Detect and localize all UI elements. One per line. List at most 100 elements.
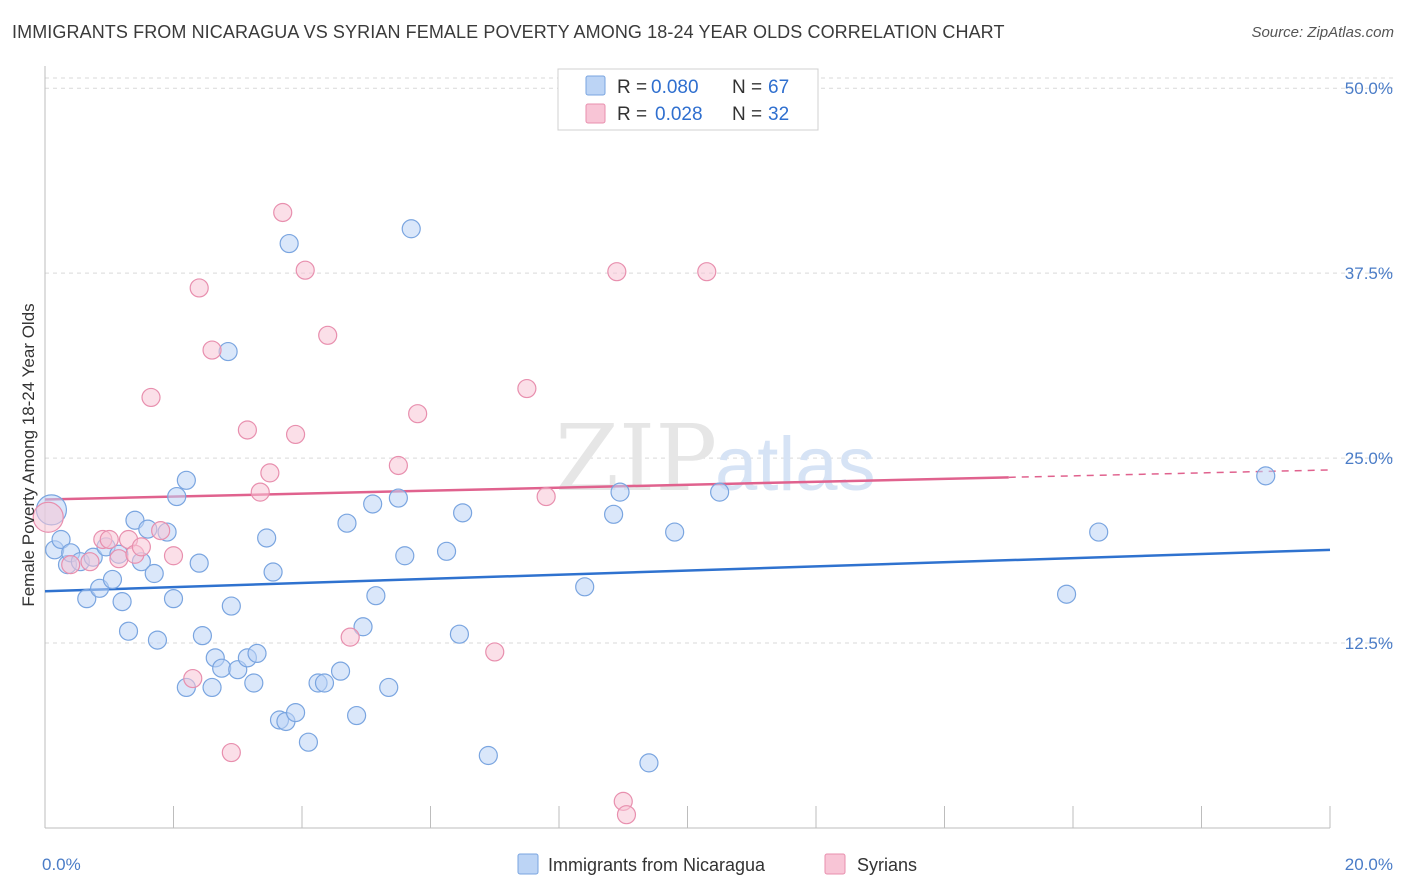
trend-line-1 bbox=[44, 476, 1009, 501]
point-pink-23 bbox=[340, 627, 360, 647]
trend-lines bbox=[44, 469, 1331, 593]
point-blue-12 bbox=[112, 592, 132, 612]
point-pink-28 bbox=[536, 486, 556, 507]
bottom-legend-label-syrians: Syrians bbox=[857, 855, 917, 875]
y-tick-label-0: 12.5% bbox=[1345, 634, 1393, 653]
point-pink-14 bbox=[202, 340, 222, 360]
point-blue-26 bbox=[202, 677, 222, 698]
data-points bbox=[32, 202, 1276, 825]
legend-swatch-pink bbox=[585, 103, 606, 124]
point-blue-20 bbox=[163, 589, 184, 609]
point-pink-10 bbox=[151, 520, 171, 541]
legend-n-label-1: N = bbox=[732, 77, 762, 98]
watermark-atlas: atlas bbox=[715, 422, 876, 507]
chart-title: IMMIGRANTS FROM NICARAGUA VS SYRIAN FEMA… bbox=[12, 22, 1005, 42]
point-pink-20 bbox=[285, 424, 306, 445]
axes bbox=[44, 66, 1331, 829]
point-blue-25 bbox=[192, 626, 213, 646]
point-pink-27 bbox=[517, 378, 537, 399]
point-pink-26 bbox=[485, 642, 505, 662]
point-blue-64 bbox=[1056, 584, 1077, 604]
point-blue-44 bbox=[330, 661, 351, 681]
chart-source: Source: ZipAtlas.com bbox=[1251, 24, 1394, 41]
point-blue-49 bbox=[366, 586, 386, 606]
point-blue-18 bbox=[147, 630, 168, 650]
point-blue-59 bbox=[604, 504, 624, 524]
bottom-legend-swatch-blue bbox=[517, 853, 539, 875]
legend-r-label-1: R = bbox=[617, 77, 647, 98]
point-pink-22 bbox=[318, 325, 338, 345]
legend-swatch-blue bbox=[585, 75, 606, 96]
point-blue-24 bbox=[189, 553, 209, 573]
point-pink-0 bbox=[32, 501, 64, 533]
point-pink-31 bbox=[616, 805, 637, 825]
point-blue-43 bbox=[314, 673, 335, 693]
point-blue-28 bbox=[212, 658, 232, 678]
point-pink-16 bbox=[237, 420, 257, 440]
point-blue-58 bbox=[575, 577, 595, 597]
point-pink-4 bbox=[99, 529, 119, 550]
bottom-legend-swatch-pink bbox=[824, 853, 846, 875]
point-blue-63 bbox=[710, 482, 730, 502]
legend-n-value-2: 32 bbox=[768, 104, 789, 125]
y-tick-label-1: 25.0% bbox=[1345, 449, 1393, 468]
point-blue-54 bbox=[436, 541, 457, 561]
y-tick-label-3: 50.0% bbox=[1345, 79, 1393, 98]
point-pink-25 bbox=[408, 404, 428, 424]
y-tick-label-2: 37.5% bbox=[1345, 264, 1393, 283]
point-blue-62 bbox=[665, 522, 685, 542]
point-blue-61 bbox=[639, 753, 659, 773]
point-blue-35 bbox=[257, 528, 277, 548]
point-pink-17 bbox=[250, 482, 270, 502]
watermark-zip: ZIP bbox=[555, 405, 717, 512]
watermark: ZIP atlas bbox=[555, 405, 876, 512]
point-blue-66 bbox=[1256, 466, 1276, 486]
point-pink-11 bbox=[163, 546, 184, 566]
legend-n-value-1: 67 bbox=[768, 77, 789, 98]
point-blue-21 bbox=[167, 486, 187, 507]
legend-r-value-2: 0.028 bbox=[655, 104, 703, 125]
point-blue-36 bbox=[263, 562, 283, 582]
y-tick-labels: 12.5% 25.0% 37.5% 50.0% bbox=[1345, 79, 1393, 653]
point-blue-56 bbox=[453, 503, 473, 523]
point-pink-1 bbox=[61, 555, 81, 575]
point-pink-32 bbox=[697, 262, 717, 282]
point-blue-39 bbox=[279, 233, 299, 254]
point-blue-50 bbox=[379, 677, 399, 698]
point-pink-13 bbox=[189, 278, 209, 298]
point-blue-65 bbox=[1089, 522, 1109, 542]
point-pink-2 bbox=[80, 552, 100, 572]
point-pink-5 bbox=[109, 549, 129, 569]
point-blue-51 bbox=[388, 488, 408, 508]
legend-r-value-1: 0.080 bbox=[651, 77, 699, 98]
point-blue-57 bbox=[478, 745, 498, 766]
point-blue-6 bbox=[77, 589, 97, 609]
trend-line-dashed-1 bbox=[1008, 469, 1331, 479]
point-blue-29 bbox=[218, 341, 238, 362]
legend-n-label-2: N = bbox=[732, 104, 762, 125]
point-pink-24 bbox=[388, 455, 408, 476]
trend-line-0 bbox=[44, 548, 1331, 593]
point-pink-8 bbox=[131, 537, 151, 557]
point-pink-18 bbox=[260, 463, 280, 483]
point-pink-21 bbox=[295, 260, 315, 280]
point-blue-2 bbox=[51, 529, 71, 550]
point-blue-34 bbox=[247, 643, 267, 664]
point-blue-48 bbox=[363, 494, 383, 514]
grid bbox=[45, 77, 1395, 644]
point-pink-29 bbox=[607, 262, 627, 282]
bottom-legend: Immigrants from Nicaragua Syrians bbox=[517, 853, 917, 875]
point-blue-30 bbox=[221, 596, 241, 616]
point-blue-40 bbox=[285, 702, 306, 723]
point-pink-12 bbox=[183, 668, 203, 689]
legend-r-label-2: R = bbox=[617, 104, 647, 125]
x-tick-label-1: 20.0% bbox=[1345, 855, 1393, 874]
point-pink-15 bbox=[221, 742, 241, 763]
point-blue-33 bbox=[244, 673, 264, 693]
top-legend: R = 0.080 N = 67 R = 0.028 N = 32 bbox=[557, 68, 819, 131]
point-blue-53 bbox=[401, 219, 421, 239]
point-blue-55 bbox=[449, 624, 470, 644]
point-blue-41 bbox=[298, 732, 319, 752]
y-axis-title: Female Poverty Among 18-24 Year Olds bbox=[19, 303, 38, 606]
